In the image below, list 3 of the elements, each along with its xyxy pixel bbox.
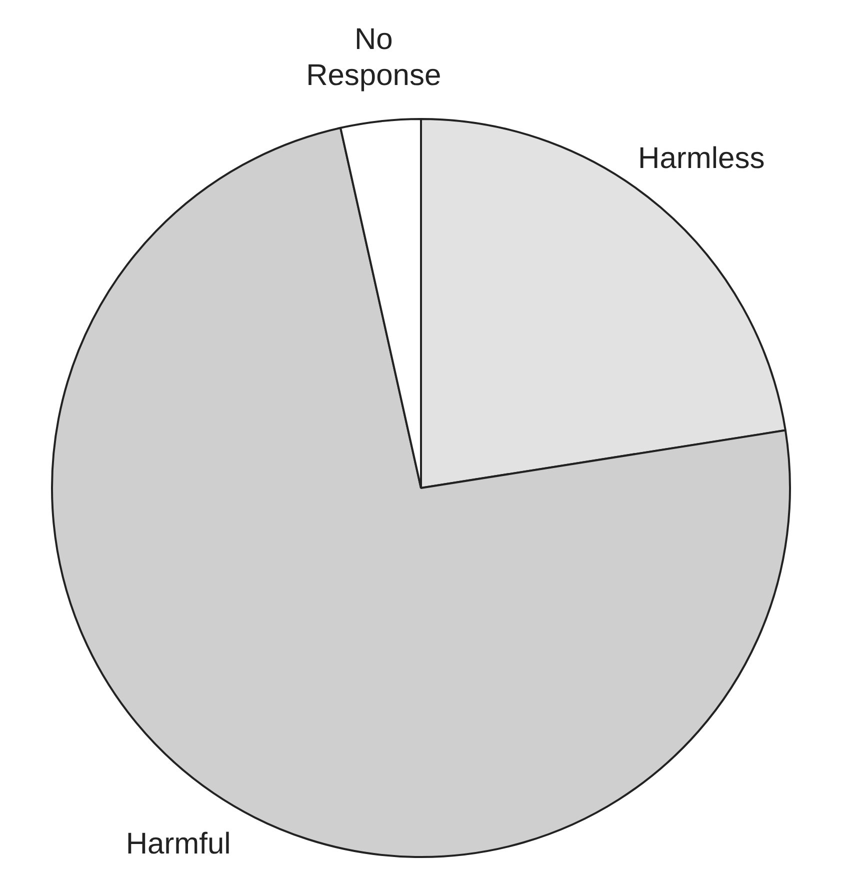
slice-label: Harmless [638, 142, 765, 175]
slice-label: No Response [306, 23, 442, 92]
slice-label: Harmful [126, 827, 231, 860]
